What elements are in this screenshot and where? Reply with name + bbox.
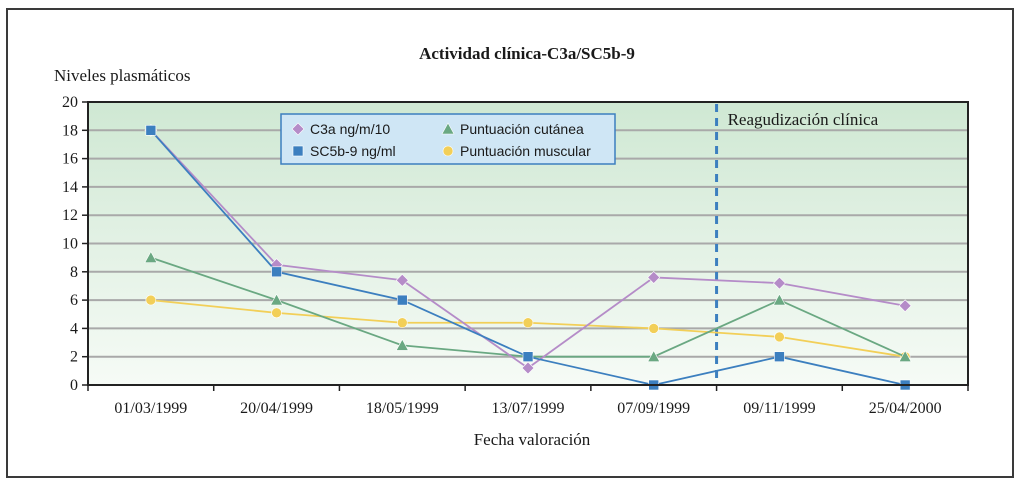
data-point — [271, 266, 282, 278]
data-point — [773, 276, 786, 290]
x-tick-label: 13/07/1999 — [492, 400, 565, 417]
series-group — [144, 123, 912, 391]
data-point — [522, 351, 534, 363]
data-point — [898, 350, 912, 363]
legend-label: Puntuación muscular — [460, 143, 591, 159]
data-point — [522, 317, 534, 329]
data-point — [270, 293, 284, 306]
data-point — [898, 299, 912, 313]
annotation-label: Reagudización clínica — [728, 110, 879, 129]
y-axis-label: Niveles plasmáticos — [54, 66, 190, 85]
series-3 — [145, 294, 911, 363]
x-tick-label: 09/11/1999 — [743, 400, 815, 417]
x-tick-label: 18/05/1999 — [366, 400, 439, 417]
y-tick-label: 4 — [70, 320, 78, 337]
y-tick-label: 18 — [62, 122, 78, 139]
data-point — [772, 293, 786, 306]
legend-label: C3a ng/m/10 — [310, 121, 390, 137]
legend-label: SC5b-9 ng/ml — [310, 143, 396, 159]
data-point — [647, 271, 661, 284]
legend-marker — [292, 145, 304, 157]
data-point — [395, 273, 409, 287]
data-point — [521, 361, 535, 375]
data-point — [648, 323, 660, 334]
x-tick-label: 20/04/1999 — [240, 400, 313, 417]
legend: C3a ng/m/10 SC5b-9 ng/ml Puntuación cutáne… — [280, 113, 616, 165]
legend-marker — [441, 122, 455, 135]
x-tick-label: 01/03/1999 — [114, 400, 187, 417]
y-tick-label: 10 — [62, 236, 78, 253]
y-tick-label: 14 — [62, 179, 78, 196]
y-tick-label: 2 — [70, 349, 78, 366]
y-tick-labels: 0 2 4 6 8 10 12 14 16 18 20 — [62, 94, 78, 394]
data-point — [774, 351, 785, 363]
y-tick-label: 20 — [62, 94, 78, 111]
x-axis-label: Fecha valoración — [474, 430, 591, 449]
chart-canvas: Actividad clínica-C3a/SC5b-9 Niveles pla… — [54, 44, 969, 449]
y-tick-label: 16 — [62, 151, 78, 168]
y-tick-label: 8 — [70, 264, 78, 281]
legend-marker — [291, 122, 305, 136]
y-tick-label: 0 — [70, 377, 78, 394]
data-point — [396, 317, 408, 329]
data-point — [145, 294, 157, 306]
data-point — [774, 331, 785, 343]
x-tick-label: 25/04/2000 — [869, 400, 942, 417]
x-tick-label: 07/09/1999 — [617, 400, 690, 417]
data-point — [144, 251, 158, 263]
y-tick-label: 6 — [70, 292, 78, 309]
data-point — [145, 125, 157, 136]
data-point — [271, 307, 282, 319]
plot-border — [87, 101, 969, 386]
data-point — [647, 350, 661, 363]
data-point — [395, 338, 409, 351]
y-tick-label: 12 — [62, 207, 78, 224]
chart-frame: Actividad clínica-C3a/SC5b-9 Niveles pla… — [6, 8, 1014, 478]
data-point — [396, 294, 408, 306]
legend-marker — [442, 145, 454, 157]
legend-label: Puntuación cutánea — [460, 121, 584, 137]
chart-title: Actividad clínica-C3a/SC5b-9 — [419, 44, 635, 63]
annotation: Reagudización clínica — [715, 104, 879, 385]
x-tick-labels: 01/03/1999 20/04/1999 18/05/1999 13/07/1999… — [87, 385, 969, 417]
